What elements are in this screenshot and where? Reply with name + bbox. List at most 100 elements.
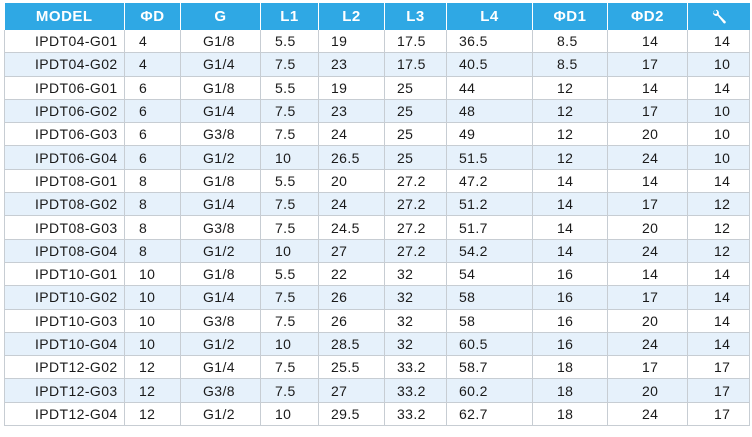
l2-cell: 20 bbox=[318, 169, 385, 194]
wrench-size-cell: 14 bbox=[687, 332, 750, 357]
l2-cell: 23 bbox=[318, 52, 385, 77]
table-row: IPDT12-G03 12 G3/8 7.5 27 33.2 60.2 18 20 17 bbox=[4, 378, 750, 403]
l2-cell: 23 bbox=[318, 99, 385, 124]
table-row: IPDT10-G04 10 G1/2 10 28.5 32 60.5 16 24 14 bbox=[4, 332, 750, 357]
l3-cell: 33.2 bbox=[384, 355, 447, 380]
d2-cell: 14 bbox=[607, 30, 688, 54]
l1-cell: 7.5 bbox=[260, 378, 319, 403]
d1-cell: 16 bbox=[532, 262, 608, 287]
outer-diameter-cell: 8 bbox=[124, 215, 181, 240]
l2-cell: 24 bbox=[318, 122, 385, 147]
wrench-size-cell: 14 bbox=[687, 76, 750, 100]
spec-table-container: MODEL ΦD G L1 L2 L3 L4 ΦD1 ΦD2 IPDT04-G0… bbox=[4, 3, 750, 427]
d1-cell: 14 bbox=[532, 239, 608, 263]
l1-cell: 7.5 bbox=[260, 285, 319, 310]
thread-cell: G1/2 bbox=[180, 332, 261, 357]
header-d2: ΦD2 bbox=[607, 3, 688, 30]
d1-cell: 16 bbox=[532, 332, 608, 357]
model-cell: IPDT04-G01 bbox=[4, 30, 125, 54]
model-cell: IPDT06-G02 bbox=[4, 99, 125, 124]
l1-cell: 7.5 bbox=[260, 99, 319, 124]
l1-cell: 7.5 bbox=[260, 52, 319, 77]
header-wrench-size bbox=[687, 3, 750, 30]
l3-cell: 17.5 bbox=[384, 52, 447, 77]
l3-cell: 17.5 bbox=[384, 30, 447, 54]
l4-cell: 48 bbox=[446, 99, 533, 124]
d1-cell: 12 bbox=[532, 99, 608, 124]
thread-cell: G1/8 bbox=[180, 30, 261, 54]
l4-cell: 54.2 bbox=[446, 239, 533, 263]
d2-cell: 24 bbox=[607, 239, 688, 263]
table-row: IPDT06-G02 6 G1/4 7.5 23 25 48 12 17 10 bbox=[4, 99, 750, 124]
l4-cell: 58 bbox=[446, 309, 533, 333]
outer-diameter-cell: 6 bbox=[124, 122, 181, 147]
l1-cell: 7.5 bbox=[260, 215, 319, 240]
l2-cell: 22 bbox=[318, 262, 385, 287]
wrench-size-cell: 12 bbox=[687, 192, 750, 217]
l4-cell: 51.2 bbox=[446, 192, 533, 217]
thread-cell: G1/4 bbox=[180, 355, 261, 380]
table-row: IPDT10-G02 10 G1/4 7.5 26 32 58 16 17 14 bbox=[4, 285, 750, 310]
l2-cell: 25.5 bbox=[318, 355, 385, 380]
l3-cell: 25 bbox=[384, 122, 447, 147]
model-cell: IPDT08-G04 bbox=[4, 239, 125, 263]
header-thread: G bbox=[180, 3, 261, 30]
l4-cell: 62.7 bbox=[446, 402, 533, 427]
thread-cell: G1/2 bbox=[180, 239, 261, 263]
l3-cell: 32 bbox=[384, 262, 447, 287]
d2-cell: 17 bbox=[607, 52, 688, 77]
wrench-size-cell: 12 bbox=[687, 239, 750, 263]
outer-diameter-cell: 12 bbox=[124, 402, 181, 427]
outer-diameter-cell: 12 bbox=[124, 355, 181, 380]
thread-cell: G1/8 bbox=[180, 169, 261, 194]
outer-diameter-cell: 6 bbox=[124, 76, 181, 100]
d1-cell: 12 bbox=[532, 76, 608, 100]
l4-cell: 49 bbox=[446, 122, 533, 147]
wrench-size-cell: 14 bbox=[687, 285, 750, 310]
outer-diameter-cell: 12 bbox=[124, 378, 181, 403]
d1-cell: 12 bbox=[532, 145, 608, 170]
d1-cell: 14 bbox=[532, 169, 608, 194]
wrench-size-cell: 17 bbox=[687, 378, 750, 403]
d1-cell: 16 bbox=[532, 285, 608, 310]
header-outer-diameter: ΦD bbox=[124, 3, 181, 30]
d2-cell: 20 bbox=[607, 309, 688, 333]
table-row: IPDT10-G01 10 G1/8 5.5 22 32 54 16 14 14 bbox=[4, 262, 750, 287]
outer-diameter-cell: 6 bbox=[124, 145, 181, 170]
d2-cell: 14 bbox=[607, 262, 688, 287]
table-row: IPDT12-G02 12 G1/4 7.5 25.5 33.2 58.7 18 17 17 bbox=[4, 355, 750, 380]
l3-cell: 32 bbox=[384, 285, 447, 310]
d1-cell: 14 bbox=[532, 215, 608, 240]
l2-cell: 19 bbox=[318, 76, 385, 100]
model-cell: IPDT12-G03 bbox=[4, 378, 125, 403]
d1-cell: 8.5 bbox=[532, 52, 608, 77]
l4-cell: 58 bbox=[446, 285, 533, 310]
thread-cell: G3/8 bbox=[180, 122, 261, 147]
l2-cell: 26 bbox=[318, 309, 385, 333]
d1-cell: 18 bbox=[532, 402, 608, 427]
l4-cell: 58.7 bbox=[446, 355, 533, 380]
d1-cell: 16 bbox=[532, 309, 608, 333]
table-row: IPDT10-G03 10 G3/8 7.5 26 32 58 16 20 14 bbox=[4, 309, 750, 333]
l2-cell: 26 bbox=[318, 285, 385, 310]
l4-cell: 47.2 bbox=[446, 169, 533, 194]
outer-diameter-cell: 10 bbox=[124, 332, 181, 357]
table-row: IPDT12-G04 12 G1/2 10 29.5 33.2 62.7 18 24 17 bbox=[4, 402, 750, 427]
outer-diameter-cell: 10 bbox=[124, 285, 181, 310]
l4-cell: 44 bbox=[446, 76, 533, 100]
table-row: IPDT08-G04 8 G1/2 10 27 27.2 54.2 14 24 12 bbox=[4, 239, 750, 263]
l4-cell: 60.2 bbox=[446, 378, 533, 403]
d1-cell: 12 bbox=[532, 122, 608, 147]
thread-cell: G1/8 bbox=[180, 262, 261, 287]
l2-cell: 26.5 bbox=[318, 145, 385, 170]
wrench-size-cell: 10 bbox=[687, 99, 750, 124]
thread-cell: G3/8 bbox=[180, 309, 261, 333]
l3-cell: 27.2 bbox=[384, 239, 447, 263]
header-model: MODEL bbox=[4, 3, 125, 30]
d2-cell: 14 bbox=[607, 169, 688, 194]
d1-cell: 8.5 bbox=[532, 30, 608, 54]
d2-cell: 20 bbox=[607, 215, 688, 240]
model-cell: IPDT12-G02 bbox=[4, 355, 125, 380]
outer-diameter-cell: 10 bbox=[124, 309, 181, 333]
model-cell: IPDT12-G04 bbox=[4, 402, 125, 427]
